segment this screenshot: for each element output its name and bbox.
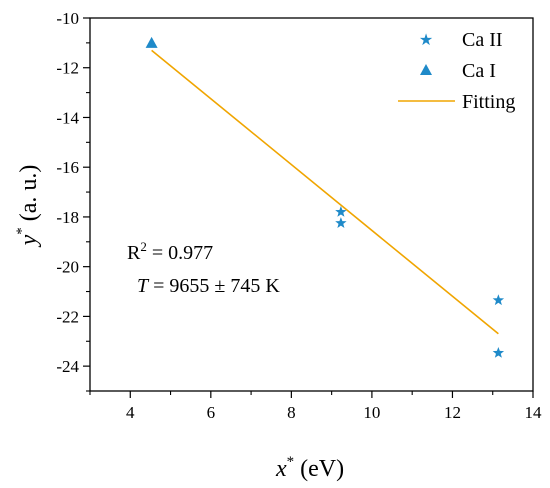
ca-ii-point (335, 217, 347, 228)
plot-frame (89, 17, 534, 392)
y-tick-label: -10 (56, 9, 79, 28)
ca-ii-point (492, 294, 505, 306)
legend-label-ca-i: Ca I (462, 60, 496, 82)
x-tick-label: 8 (287, 403, 296, 422)
legend-label-fitting: Fitting (462, 91, 515, 113)
y-tick-label: -20 (56, 258, 79, 277)
ca-ii-point (492, 346, 505, 358)
x-tick-label: 14 (525, 403, 543, 422)
r-squared-annotation: R2 = 0.977 (127, 239, 213, 264)
x-tick-label: 4 (126, 403, 135, 422)
y-tick-label: -16 (56, 158, 79, 177)
legend: ★ Ca II Ca I Fitting (398, 29, 515, 113)
legend-label-ca-ii: Ca II (462, 29, 503, 51)
legend-triangle-icon (420, 64, 432, 75)
legend-star-icon: ★ (419, 30, 433, 49)
y-tick-label: -12 (56, 59, 79, 78)
x-tick-label: 10 (363, 403, 380, 422)
x-axis-title: x* (eV) (275, 454, 344, 482)
y-tick-label: -18 (56, 208, 79, 227)
data-marks (145, 36, 505, 358)
fitting-line (151, 49, 499, 335)
ca-ii-point (335, 205, 347, 217)
y-tick-label: -22 (56, 307, 79, 326)
y-tick-label: -14 (56, 108, 79, 127)
temperature-annotation: T = 9655 ± 745 K (137, 275, 280, 297)
y-tick-label: -24 (56, 357, 79, 376)
y-axis-title: y* (a. u.) (14, 165, 42, 248)
axis-tick-labels: 4 6 8 10 12 14 -10 -12 -14 -16 -18 -20 -22 -24 (56, 9, 542, 422)
fit-layer (151, 49, 499, 335)
x-tick-label: 6 (207, 403, 216, 422)
ca-i-point (145, 36, 158, 48)
axis-ticks (83, 17, 534, 398)
x-tick-label: 12 (444, 403, 461, 422)
